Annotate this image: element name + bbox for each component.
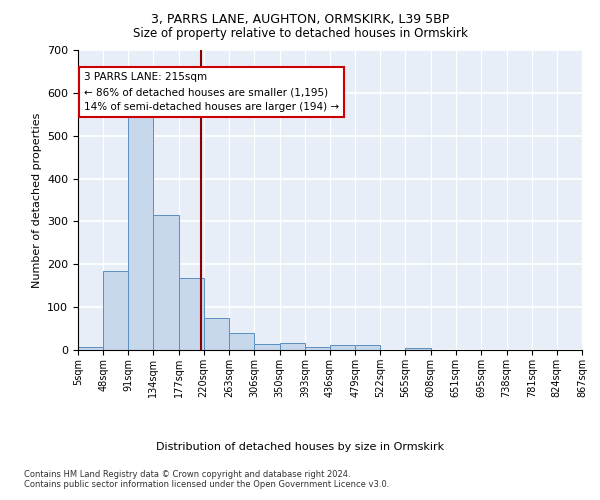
Bar: [78, 346, 103, 350]
Bar: [204, 318, 229, 350]
Bar: [280, 343, 305, 350]
Text: Distribution of detached houses by size in Ormskirk: Distribution of detached houses by size …: [156, 442, 444, 452]
Bar: [103, 270, 128, 350]
Text: Size of property relative to detached houses in Ormskirk: Size of property relative to detached ho…: [133, 28, 467, 40]
Bar: [330, 345, 355, 350]
Bar: [128, 115, 154, 350]
Bar: [229, 333, 254, 350]
Y-axis label: Number of detached properties: Number of detached properties: [32, 112, 41, 288]
Text: 3, PARRS LANE, AUGHTON, ORMSKIRK, L39 5BP: 3, PARRS LANE, AUGHTON, ORMSKIRK, L39 5B…: [151, 12, 449, 26]
Bar: [154, 215, 179, 350]
Text: 3 PARRS LANE: 215sqm
← 86% of detached houses are smaller (1,195)
14% of semi-de: 3 PARRS LANE: 215sqm ← 86% of detached h…: [84, 72, 339, 112]
Bar: [305, 347, 330, 350]
Bar: [406, 348, 431, 350]
Bar: [355, 346, 380, 350]
Bar: [179, 278, 204, 350]
Text: Contains HM Land Registry data © Crown copyright and database right 2024.
Contai: Contains HM Land Registry data © Crown c…: [24, 470, 389, 490]
Bar: [254, 344, 280, 350]
